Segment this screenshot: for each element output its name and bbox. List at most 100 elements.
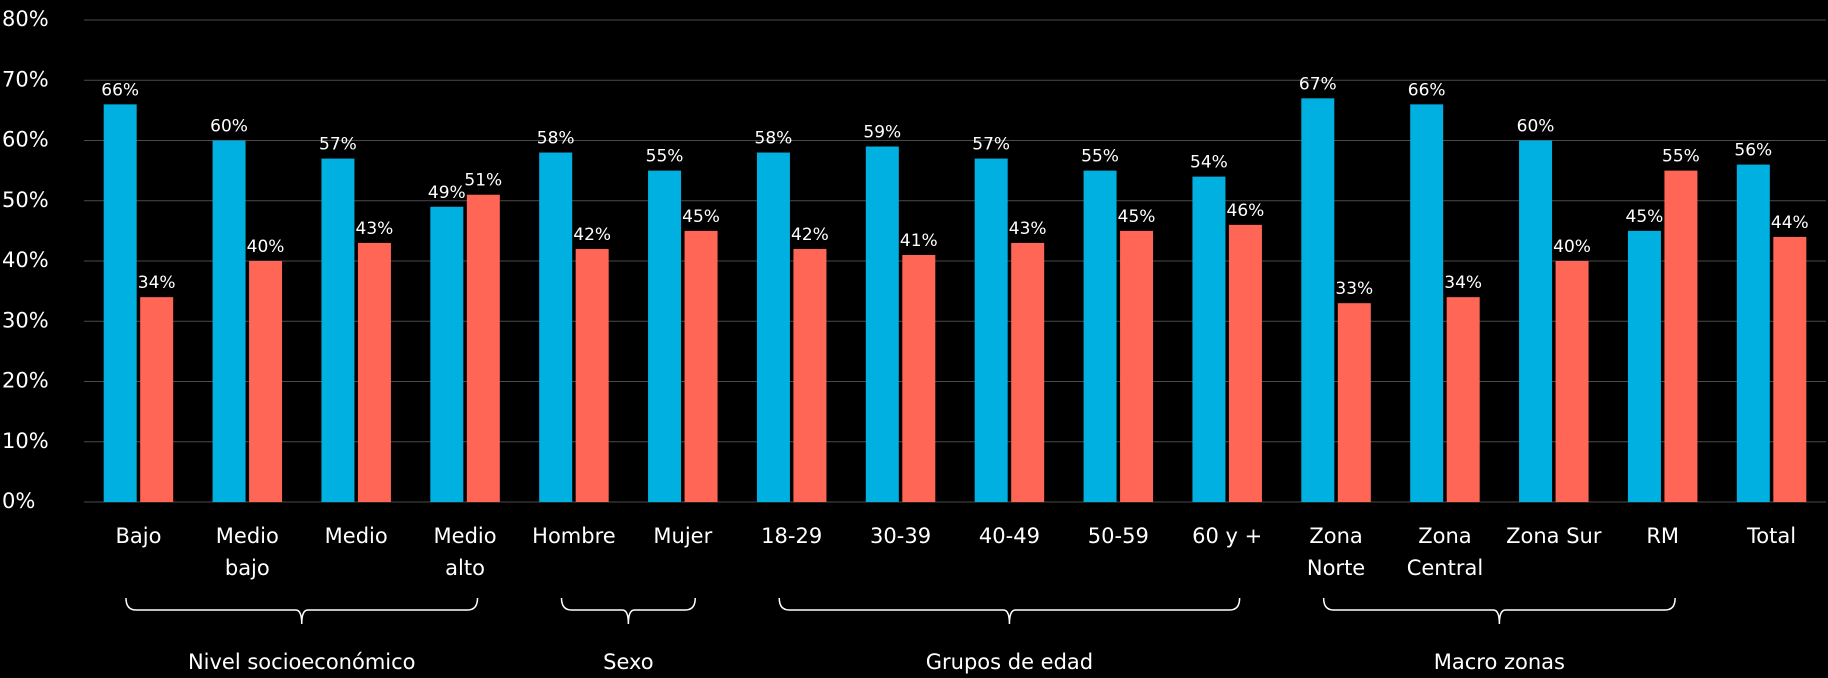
value-label: 43% — [1009, 219, 1047, 239]
value-label: 60% — [1517, 117, 1555, 137]
bar — [466, 194, 500, 502]
bar — [756, 152, 790, 503]
bar — [1120, 230, 1154, 502]
value-label: 49% — [428, 183, 466, 203]
x-tick-label: Medio — [325, 524, 388, 548]
bar — [1627, 230, 1661, 502]
group-label: Nivel socioeconómico — [188, 650, 416, 674]
bar — [357, 242, 391, 503]
value-label: 34% — [138, 273, 176, 293]
y-tick-label: 0% — [2, 489, 35, 513]
bar — [103, 104, 137, 502]
bar — [684, 230, 718, 502]
bar — [974, 158, 1008, 502]
x-tick-label: 50-59 — [1088, 524, 1149, 548]
x-tick-label: Norte — [1307, 556, 1365, 580]
bar — [539, 152, 573, 503]
value-label: 66% — [1408, 80, 1446, 100]
x-tick-label: Medio — [434, 524, 497, 548]
group-bracket — [125, 597, 479, 625]
group-bracket — [560, 597, 696, 625]
bar — [1083, 170, 1117, 502]
value-label: 45% — [1626, 207, 1664, 227]
value-label: 41% — [900, 231, 938, 251]
value-label: 42% — [791, 225, 829, 245]
value-label: 57% — [972, 135, 1010, 155]
value-label: 45% — [682, 207, 720, 227]
x-tick-label: Bajo — [115, 524, 161, 548]
value-label: 54% — [1190, 153, 1228, 173]
x-tick-label: Central — [1407, 556, 1483, 580]
value-label: 40% — [247, 237, 285, 257]
value-label: 60% — [210, 117, 248, 137]
group-bracket — [778, 597, 1241, 625]
bar — [140, 297, 174, 502]
value-label: 46% — [1227, 201, 1265, 221]
bar — [1301, 98, 1335, 502]
x-tick-label: RM — [1646, 524, 1679, 548]
bar — [321, 158, 355, 502]
value-label: 42% — [573, 225, 611, 245]
bar — [1011, 242, 1045, 503]
value-label: 51% — [464, 171, 502, 191]
bar — [1555, 261, 1589, 502]
x-tick-label: bajo — [225, 556, 270, 580]
value-label: 58% — [755, 129, 793, 149]
value-label: 55% — [646, 147, 684, 167]
bar — [430, 206, 464, 502]
value-label: 59% — [863, 123, 901, 143]
value-label: 58% — [537, 129, 575, 149]
y-tick-label: 80% — [2, 7, 49, 31]
bar — [575, 248, 609, 502]
y-tick-label: 20% — [2, 369, 49, 393]
y-tick-label: 30% — [2, 308, 49, 332]
value-label: 55% — [1662, 147, 1700, 167]
bar — [249, 261, 283, 502]
bar — [1773, 236, 1807, 502]
value-label: 40% — [1553, 237, 1591, 257]
value-label: 57% — [319, 135, 357, 155]
x-tick-label: Hombre — [532, 524, 616, 548]
value-label: 34% — [1444, 273, 1482, 293]
value-label: 67% — [1299, 74, 1337, 94]
x-tick-label: 18-29 — [761, 524, 822, 548]
group-bracket — [1322, 597, 1676, 625]
x-tick-label: 60 y + — [1192, 524, 1262, 548]
bar — [1228, 224, 1262, 502]
bar — [648, 170, 682, 502]
value-label: 45% — [1118, 207, 1156, 227]
y-tick-label: 40% — [2, 248, 49, 272]
x-tick-label: Zona — [1418, 524, 1471, 548]
value-label: 44% — [1771, 213, 1809, 233]
value-label: 66% — [101, 80, 139, 100]
y-tick-label: 50% — [2, 188, 49, 212]
bar — [1736, 164, 1770, 502]
group-label: Sexo — [603, 650, 654, 674]
bar — [1337, 303, 1371, 502]
bar — [1446, 297, 1480, 502]
x-tick-label: alto — [445, 556, 485, 580]
x-tick-label: Total — [1746, 524, 1796, 548]
bar — [1519, 140, 1553, 502]
x-tick-label: Zona — [1309, 524, 1362, 548]
x-tick-label: Zona Sur — [1506, 524, 1602, 548]
y-tick-label: 70% — [2, 67, 49, 91]
value-label: 33% — [1335, 279, 1373, 299]
bar — [865, 146, 899, 502]
bar — [902, 254, 936, 502]
value-label: 55% — [1081, 147, 1119, 167]
bar — [1664, 170, 1698, 502]
value-label: 56% — [1734, 141, 1772, 161]
y-tick-label: 60% — [2, 128, 49, 152]
group-label: Grupos de edad — [926, 650, 1093, 674]
group-label: Macro zonas — [1434, 650, 1565, 674]
bar — [212, 140, 246, 502]
bar — [1192, 176, 1226, 502]
x-tick-label: 40-49 — [979, 524, 1040, 548]
bar — [793, 248, 827, 502]
value-label: 43% — [356, 219, 394, 239]
bar — [1410, 104, 1444, 502]
y-tick-label: 10% — [2, 429, 49, 453]
